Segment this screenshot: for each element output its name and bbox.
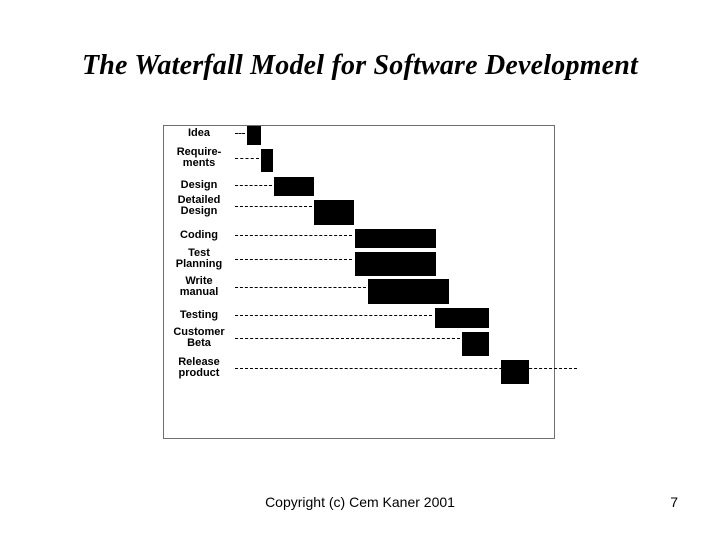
task-dash-line [235, 185, 272, 186]
task-dash-line [235, 206, 312, 207]
copyright-footer: Copyright (c) Cem Kaner 2001 [265, 494, 455, 510]
task-bar [355, 252, 436, 276]
task-label: Customer Beta [173, 326, 225, 349]
task-bar [261, 149, 273, 172]
task-label: Coding [180, 228, 218, 241]
slide-title: The Waterfall Model for Software Develop… [81, 50, 639, 81]
task-dash-line [235, 235, 352, 236]
task-dash-line [235, 158, 259, 159]
task-bar [501, 360, 529, 384]
task-bar [274, 177, 314, 196]
task-bar [368, 279, 449, 304]
gantt-chart-frame [163, 125, 555, 439]
task-dash-line [235, 315, 432, 316]
task-bar [462, 332, 489, 356]
task-dash-line [235, 287, 366, 288]
task-label: Testing [179, 308, 219, 321]
task-label: Require- ments [176, 146, 222, 169]
page-number: 7 [670, 494, 678, 510]
task-label: Detailed Design [177, 194, 221, 217]
task-dash-line [235, 259, 352, 260]
task-label: Idea [187, 126, 210, 139]
task-dash-line [235, 338, 460, 339]
task-bar [314, 200, 354, 225]
task-bar [247, 126, 261, 145]
task-bar [355, 229, 436, 248]
task-label: Design [180, 178, 218, 191]
task-label: Write manual [179, 275, 219, 298]
task-dash-line [235, 133, 245, 134]
task-bar [435, 308, 489, 328]
task-label: Test Planning [175, 247, 223, 270]
task-dash-line [235, 368, 577, 369]
task-label: Release product [178, 356, 220, 379]
